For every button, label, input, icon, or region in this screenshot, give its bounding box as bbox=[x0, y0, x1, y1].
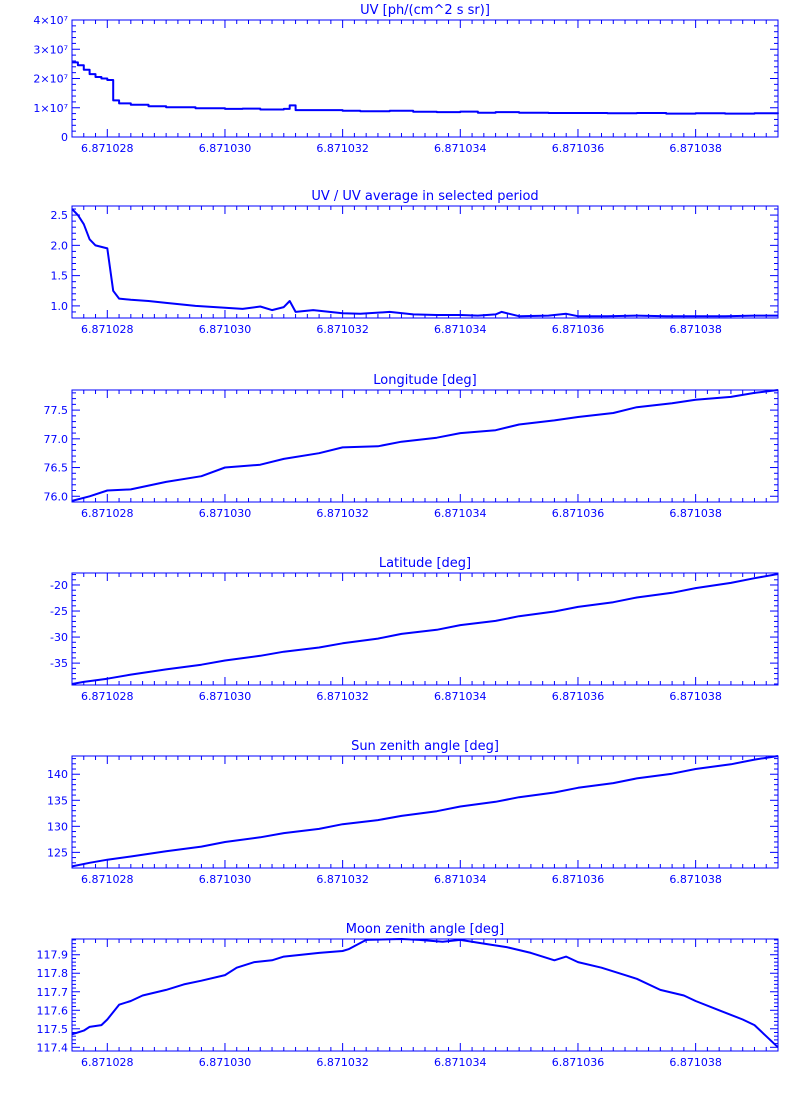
x-tick-label: 6.871034 bbox=[434, 507, 487, 520]
y-tick-label: 1.5 bbox=[51, 270, 69, 283]
chart-panel-3: Longitude [deg] 6.871028 6.871030 6.871032 6… bbox=[44, 373, 779, 520]
chart-panel-5: Sun zenith angle [deg] 6.871028 6.871030 6.… bbox=[47, 739, 779, 886]
y-tick-label: -35 bbox=[50, 657, 68, 670]
x-tick-label: 6.871038 bbox=[669, 873, 722, 886]
x-tick-label: 6.871028 bbox=[81, 323, 134, 336]
x-tick-label: 6.871032 bbox=[316, 1056, 369, 1069]
x-tick-label: 6.871030 bbox=[199, 873, 252, 886]
y-tick-label: 4×10⁷ bbox=[33, 14, 68, 27]
y-tick-label: 117.4 bbox=[37, 1041, 69, 1054]
x-tick-label: 6.871038 bbox=[669, 142, 722, 155]
y-tick-label: 117.7 bbox=[37, 986, 69, 999]
x-tick-label: 6.871032 bbox=[316, 507, 369, 520]
x-tick-label: 6.871034 bbox=[434, 323, 487, 336]
y-tick-label: 2.5 bbox=[51, 209, 69, 222]
y-tick-label: 0 bbox=[61, 131, 68, 144]
x-tick-label: 6.871038 bbox=[669, 507, 722, 520]
plot-frame bbox=[71, 19, 779, 138]
plot-frame bbox=[71, 938, 779, 1052]
plot-frame bbox=[71, 205, 779, 319]
series-line bbox=[71, 938, 779, 1049]
series-line bbox=[71, 389, 779, 502]
y-tick-label: 140 bbox=[47, 768, 68, 781]
x-tick-label: 6.871028 bbox=[81, 873, 134, 886]
x-tick-label: 6.871028 bbox=[81, 1056, 134, 1069]
x-tick-label: 6.871030 bbox=[199, 323, 252, 336]
x-tick-label: 6.871034 bbox=[434, 1056, 487, 1069]
x-tick-label: 6.871036 bbox=[552, 1056, 605, 1069]
x-tick-label: 6.871032 bbox=[316, 323, 369, 336]
y-tick-label: 76.0 bbox=[44, 490, 69, 503]
y-tick-label: 130 bbox=[47, 820, 68, 833]
x-tick-label: 6.871038 bbox=[669, 690, 722, 703]
chart-title: Longitude [deg] bbox=[373, 373, 476, 388]
y-tick-label: 1×10⁷ bbox=[33, 102, 68, 115]
chart-title: UV [ph/(cm^2 s sr)] bbox=[360, 3, 490, 18]
y-tick-label: 76.5 bbox=[44, 462, 69, 475]
x-tick-label: 6.871034 bbox=[434, 873, 487, 886]
y-tick-label: 125 bbox=[47, 846, 68, 859]
x-tick-label: 6.871028 bbox=[81, 507, 134, 520]
y-tick-label: 77.0 bbox=[44, 433, 69, 446]
series-line bbox=[71, 573, 779, 685]
x-tick-label: 6.871028 bbox=[81, 142, 134, 155]
series-line bbox=[71, 208, 778, 318]
x-tick-label: 6.871032 bbox=[316, 690, 369, 703]
plot-frame bbox=[71, 389, 779, 503]
chart-panel-2: UV / UV average in selected period 6.8710… bbox=[51, 189, 779, 336]
x-tick-label: 6.871038 bbox=[669, 1056, 722, 1069]
chart-panel-1: UV [ph/(cm^2 s sr)] 6.871028 6.871030 6.871… bbox=[33, 3, 779, 155]
y-tick-label: -20 bbox=[50, 579, 68, 592]
chart-panel-4: Latitude [deg] 6.871028 6.871030 6.871032 6.… bbox=[50, 556, 779, 703]
x-tick-label: 6.871030 bbox=[199, 507, 252, 520]
y-tick-label: 2×10⁷ bbox=[33, 73, 68, 86]
y-tick-label: 117.5 bbox=[37, 1023, 69, 1036]
x-tick-label: 6.871034 bbox=[434, 690, 487, 703]
x-tick-label: 6.871036 bbox=[552, 690, 605, 703]
chart-title: Moon zenith angle [deg] bbox=[346, 922, 504, 937]
x-tick-label: 6.871032 bbox=[316, 142, 369, 155]
y-tick-label: 2.0 bbox=[51, 239, 69, 252]
x-tick-label: 6.871036 bbox=[552, 873, 605, 886]
y-tick-label: 117.8 bbox=[37, 967, 69, 980]
x-tick-label: 6.871032 bbox=[316, 873, 369, 886]
x-tick-label: 6.871028 bbox=[81, 690, 134, 703]
y-tick-label: 117.9 bbox=[37, 949, 69, 962]
y-tick-label: 77.5 bbox=[44, 404, 69, 417]
x-tick-label: 6.871030 bbox=[199, 142, 252, 155]
x-tick-label: 6.871030 bbox=[199, 1056, 252, 1069]
series-line bbox=[72, 61, 779, 115]
y-tick-label: -30 bbox=[50, 631, 68, 644]
x-tick-label: 6.871034 bbox=[434, 142, 487, 155]
x-tick-label: 6.871036 bbox=[552, 142, 605, 155]
y-tick-label: 117.6 bbox=[37, 1004, 69, 1017]
y-tick-label: -25 bbox=[50, 605, 68, 618]
x-tick-label: 6.871038 bbox=[669, 323, 722, 336]
chart-title: Sun zenith angle [deg] bbox=[351, 739, 499, 754]
chart-title: UV / UV average in selected period bbox=[311, 189, 538, 204]
y-tick-label: 3×10⁷ bbox=[33, 43, 68, 56]
x-tick-label: 6.871036 bbox=[552, 323, 605, 336]
chart-title: Latitude [deg] bbox=[379, 556, 471, 571]
y-tick-label: 135 bbox=[47, 794, 68, 807]
x-tick-label: 6.871036 bbox=[552, 507, 605, 520]
y-tick-label: 1.0 bbox=[51, 300, 69, 313]
chart-panel-6: Moon zenith angle [deg] 6.871028 6.871030 6… bbox=[37, 922, 779, 1069]
series-line bbox=[71, 755, 779, 868]
x-tick-label: 6.871030 bbox=[199, 690, 252, 703]
